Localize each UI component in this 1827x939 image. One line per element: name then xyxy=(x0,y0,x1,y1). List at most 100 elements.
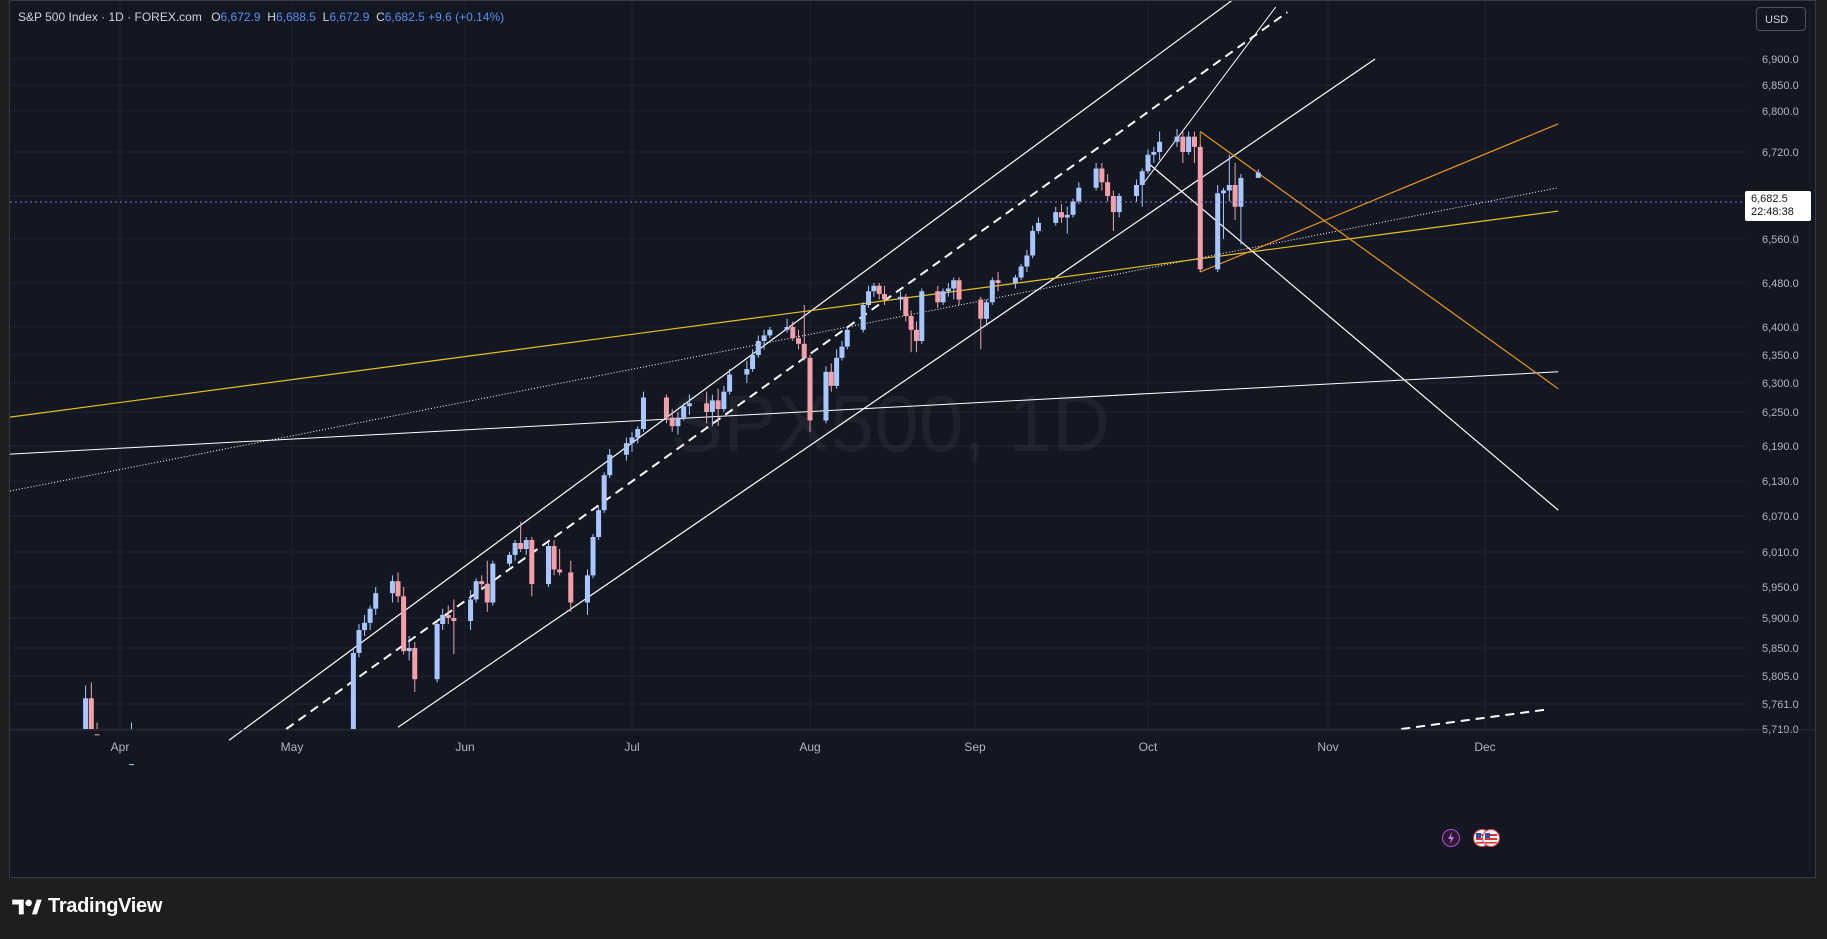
candle[interactable] xyxy=(1215,185,1221,272)
candle[interactable] xyxy=(362,614,368,636)
candle[interactable] xyxy=(584,569,590,615)
candle[interactable] xyxy=(984,299,990,325)
candle[interactable] xyxy=(935,285,941,308)
channel-mid-dashed-line[interactable] xyxy=(285,11,1288,730)
candle[interactable] xyxy=(83,685,89,729)
candle[interactable] xyxy=(568,560,574,612)
tradingview-logo[interactable]: TradingView xyxy=(12,895,162,918)
candle[interactable] xyxy=(640,391,646,432)
candle[interactable] xyxy=(1105,174,1111,202)
candle[interactable] xyxy=(1180,131,1186,164)
candle[interactable] xyxy=(951,277,957,300)
candle[interactable] xyxy=(995,272,1001,292)
candle[interactable] xyxy=(834,349,840,389)
candle[interactable] xyxy=(704,391,710,424)
candle[interactable] xyxy=(1012,274,1018,289)
horizontal-support-line[interactable] xyxy=(10,371,1559,458)
candle[interactable] xyxy=(1018,263,1024,281)
candle[interactable] xyxy=(629,431,635,452)
candle[interactable] xyxy=(473,578,479,603)
candle[interactable] xyxy=(669,409,675,432)
candle[interactable] xyxy=(1145,149,1151,174)
candle[interactable] xyxy=(94,722,100,736)
candle[interactable] xyxy=(675,412,681,435)
candle[interactable] xyxy=(484,560,490,612)
candle[interactable] xyxy=(908,310,914,353)
channel-lower-line[interactable] xyxy=(397,58,1376,728)
candle[interactable] xyxy=(1110,190,1116,231)
candle[interactable] xyxy=(1186,131,1192,155)
candle[interactable] xyxy=(866,285,872,308)
candle[interactable] xyxy=(709,394,715,427)
candle[interactable] xyxy=(406,636,412,661)
candle[interactable] xyxy=(1255,169,1261,178)
candle[interactable] xyxy=(860,302,866,333)
chart-canvas[interactable]: SPX500, 1D 6,900.0 6,850.0 6,800.0 6,720.0 6… xyxy=(10,1,1815,877)
candle[interactable] xyxy=(440,608,446,630)
candle[interactable] xyxy=(767,327,773,339)
candle[interactable] xyxy=(1099,163,1105,191)
candle[interactable] xyxy=(389,575,395,603)
candle[interactable] xyxy=(744,360,750,383)
candle[interactable] xyxy=(1064,206,1070,234)
candle[interactable] xyxy=(518,522,524,552)
candle[interactable] xyxy=(451,599,457,655)
candle[interactable] xyxy=(490,560,496,606)
candle[interactable] xyxy=(512,540,518,561)
candle[interactable] xyxy=(1157,131,1163,161)
candle[interactable] xyxy=(479,575,485,591)
candle[interactable] xyxy=(546,543,551,587)
dashed-lower-line[interactable] xyxy=(1401,708,1548,730)
candle[interactable] xyxy=(1035,217,1041,234)
candle[interactable] xyxy=(876,283,882,300)
yellow-trend-line[interactable] xyxy=(10,210,1559,426)
candle[interactable] xyxy=(557,549,563,576)
candle[interactable] xyxy=(801,305,807,361)
candle[interactable] xyxy=(796,329,802,350)
candle[interactable] xyxy=(919,288,925,344)
us-flag-event-icon-2[interactable] xyxy=(1482,829,1500,847)
candle[interactable] xyxy=(1226,154,1232,202)
candle[interactable] xyxy=(828,363,834,392)
candle[interactable] xyxy=(356,624,362,658)
candle[interactable] xyxy=(839,341,845,361)
candle[interactable] xyxy=(1070,198,1076,218)
candle[interactable] xyxy=(807,355,813,432)
currency-button[interactable]: USD xyxy=(1756,7,1806,31)
candle[interactable] xyxy=(940,288,946,306)
candle[interactable] xyxy=(635,426,641,444)
candle[interactable] xyxy=(913,321,919,353)
candle[interactable] xyxy=(623,437,629,461)
descending-white-line[interactable] xyxy=(1147,162,1559,511)
candle[interactable] xyxy=(761,329,767,350)
candle[interactable] xyxy=(882,285,888,305)
candle[interactable] xyxy=(1024,250,1030,272)
candle[interactable] xyxy=(607,448,613,479)
candle[interactable] xyxy=(978,296,984,350)
candle[interactable] xyxy=(1139,168,1145,207)
candle[interactable] xyxy=(507,552,513,567)
candle[interactable] xyxy=(823,366,829,424)
candle[interactable] xyxy=(1197,144,1203,272)
candle[interactable] xyxy=(1238,174,1244,245)
candle[interactable] xyxy=(1174,128,1180,147)
candle[interactable] xyxy=(1232,163,1238,221)
candle[interactable] xyxy=(468,590,474,630)
candle[interactable] xyxy=(945,283,951,297)
candle[interactable] xyxy=(784,318,790,333)
candle[interactable] xyxy=(897,291,903,311)
candle[interactable] xyxy=(373,587,379,615)
candle[interactable] xyxy=(590,534,596,579)
candle[interactable] xyxy=(750,349,756,372)
candle[interactable] xyxy=(367,605,373,630)
candle[interactable] xyxy=(551,540,557,576)
candle[interactable] xyxy=(395,572,401,603)
orange-lower-line[interactable] xyxy=(1200,123,1559,273)
candle[interactable] xyxy=(529,537,535,597)
candle[interactable] xyxy=(715,388,721,427)
lightning-event-icon[interactable] xyxy=(1442,829,1460,847)
candle[interactable] xyxy=(88,682,94,729)
candle[interactable] xyxy=(1059,204,1064,223)
candle[interactable] xyxy=(1133,179,1139,202)
candle[interactable] xyxy=(1220,187,1226,239)
